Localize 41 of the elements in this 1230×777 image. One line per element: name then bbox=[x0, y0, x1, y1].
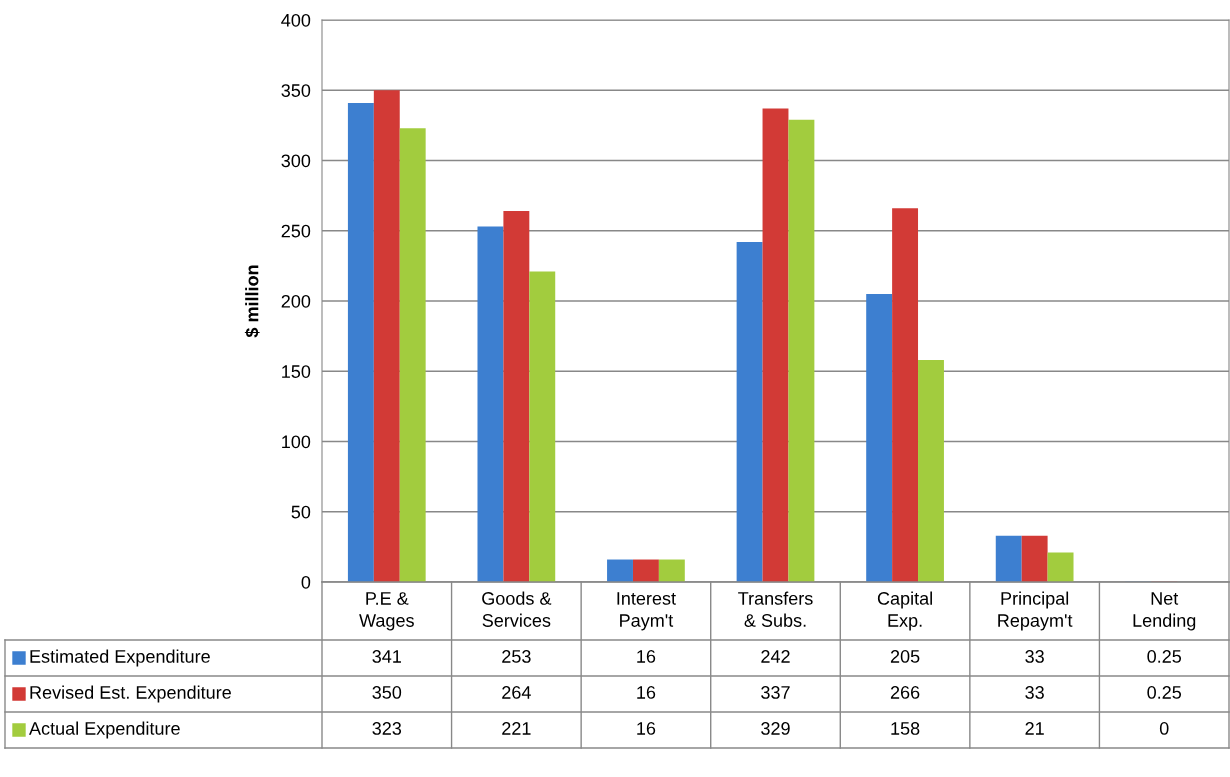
data-label: 266 bbox=[890, 686, 920, 699]
data-label: 16 bbox=[637, 650, 656, 663]
y-tick-label: 100 bbox=[282, 435, 311, 449]
y-tick-label: 200 bbox=[281, 294, 311, 308]
x-tick-label: Goods & Services bbox=[482, 591, 552, 627]
data-label: 0.25 bbox=[1147, 650, 1182, 663]
data-label: 21 bbox=[1025, 722, 1044, 735]
data-label: 323 bbox=[372, 722, 402, 735]
data-label: 350 bbox=[372, 686, 402, 699]
data-label: 158 bbox=[891, 722, 920, 735]
data-label: 329 bbox=[761, 722, 790, 735]
data-label: 16 bbox=[637, 686, 656, 699]
y-tick-label: 150 bbox=[282, 365, 311, 378]
x-tick-label: P.E & Wages bbox=[359, 592, 414, 631]
data-label: 0.25 bbox=[1147, 686, 1182, 699]
data-label: 221 bbox=[502, 722, 531, 735]
legend-label: Estimated Expenditure bbox=[30, 649, 210, 667]
y-tick-label: 0 bbox=[301, 575, 311, 589]
x-tick-label: Transfers & Subs. bbox=[738, 591, 813, 627]
x-tick-label: Principal Repaym't bbox=[998, 591, 1073, 631]
data-label: 337 bbox=[761, 686, 790, 699]
y-axis-title: $ million bbox=[244, 265, 260, 338]
data-label: 16 bbox=[637, 722, 656, 735]
y-tick-label: 400 bbox=[281, 13, 311, 27]
x-tick-label: Net Lending bbox=[1133, 592, 1196, 631]
legend-label: Revised Est. Expenditure bbox=[30, 685, 231, 703]
data-label: 253 bbox=[502, 650, 531, 663]
data-label: 33 bbox=[1025, 686, 1044, 699]
y-tick-label: 250 bbox=[281, 224, 311, 238]
y-tick-label: 300 bbox=[281, 154, 311, 168]
data-label: 33 bbox=[1025, 650, 1044, 663]
data-label: 205 bbox=[890, 650, 920, 663]
x-tick-label: Capital Exp. bbox=[877, 591, 932, 631]
data-label: 242 bbox=[761, 650, 790, 663]
legend-label: Actual Expenditure bbox=[29, 721, 180, 739]
data-label: 0 bbox=[1159, 722, 1169, 735]
y-tick-label: 350 bbox=[281, 84, 311, 97]
x-tick-label: Interest Paym't bbox=[617, 592, 676, 631]
data-label: 264 bbox=[502, 686, 531, 699]
data-label: 341 bbox=[372, 650, 401, 663]
y-tick-label: 50 bbox=[291, 505, 311, 519]
